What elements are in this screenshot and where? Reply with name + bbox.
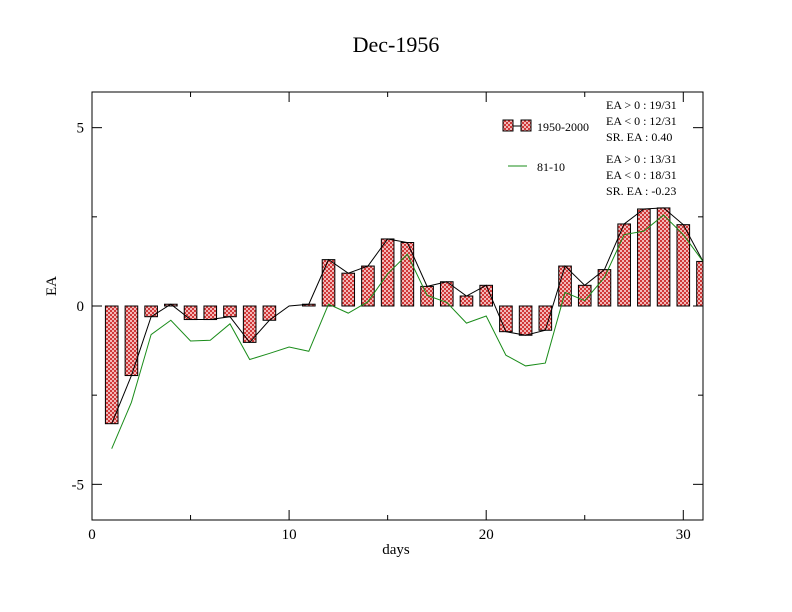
stat-line: EA < 0 : 18/31 <box>606 168 677 182</box>
series-line-1950-2000 <box>111 207 704 424</box>
bar <box>341 272 356 307</box>
bar <box>676 224 691 307</box>
series-line-81-10 <box>111 214 704 449</box>
stat-line: SR. EA : -0.23 <box>606 184 676 198</box>
stat-line: EA > 0 : 19/31 <box>606 98 677 112</box>
bar <box>380 238 395 307</box>
legend-swatch-1950-2000 <box>502 119 514 132</box>
bar <box>656 207 671 307</box>
chart-title: Dec-1956 <box>352 32 440 57</box>
bar <box>144 305 158 318</box>
x-tick-label: 10 <box>282 527 297 543</box>
legend-label: 81-10 <box>537 160 565 174</box>
legend-swatch-1950-2000 <box>520 119 532 132</box>
bar <box>617 223 631 307</box>
bar <box>321 259 336 307</box>
y-tick-label: 5 <box>77 121 85 137</box>
bar <box>124 305 139 377</box>
y-tick-label: 0 <box>77 299 85 315</box>
bar <box>183 305 198 321</box>
bar <box>696 260 704 307</box>
bar <box>223 305 237 318</box>
bar <box>637 208 651 307</box>
line-series <box>111 207 704 449</box>
bar <box>420 285 434 307</box>
bar <box>518 305 533 336</box>
legend: 1950-2000 81-10 <box>502 119 589 174</box>
bar <box>262 305 277 321</box>
plot-frame <box>91 91 704 521</box>
tick-labels: 0 10 20 30 -5 0 5 <box>72 121 691 543</box>
stat-line: EA > 0 : 13/31 <box>606 152 677 166</box>
y-tick-label: -5 <box>72 477 85 493</box>
stat-line: SR. EA : 0.40 <box>606 130 672 144</box>
stat-line: EA < 0 : 12/31 <box>606 114 677 128</box>
x-tick-label: 20 <box>479 527 494 543</box>
bar <box>459 295 474 307</box>
x-axis-label: days <box>382 542 410 558</box>
x-tick-label: 0 <box>88 527 96 543</box>
bar <box>597 269 612 307</box>
bar <box>558 265 572 307</box>
bar <box>203 305 218 321</box>
bar <box>499 305 513 333</box>
stats-annotations: EA > 0 : 19/31 EA < 0 : 12/31 SR. EA : 0.4… <box>606 98 677 198</box>
bar <box>361 265 375 307</box>
bar-series <box>104 207 704 425</box>
bar <box>538 305 553 331</box>
x-tick-label: 30 <box>676 527 691 543</box>
legend-label: 1950-2000 <box>537 120 589 134</box>
bar <box>104 305 119 425</box>
